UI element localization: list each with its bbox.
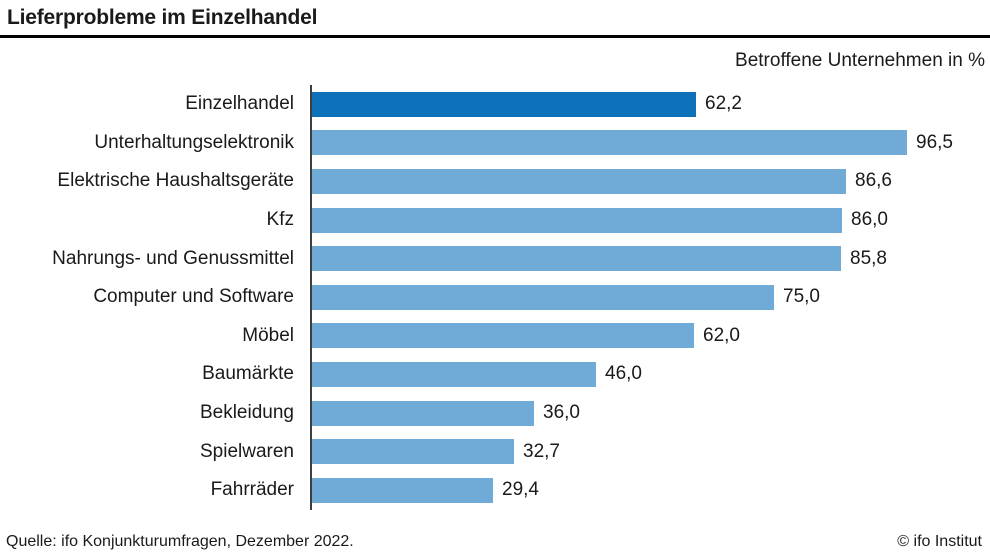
bar-area: 75,0 (310, 278, 990, 317)
bar-area: 32,7 (310, 432, 990, 471)
chart-row: Baumärkte 46,0 (0, 355, 990, 394)
bar (312, 91, 696, 117)
value-label: 86,6 (855, 170, 892, 192)
bar (312, 323, 694, 349)
bar (312, 439, 514, 465)
chart-row: Unterhaltungselektronik 96,5 (0, 124, 990, 163)
value-label: 96,5 (916, 131, 953, 153)
source-note: Quelle: ifo Konjunkturumfragen, Dezember… (6, 533, 354, 550)
category-label: Computer und Software (93, 286, 294, 308)
chart-row: Nahrungs- und Genussmittel 85,8 (0, 239, 990, 278)
bar (312, 130, 907, 156)
bar (312, 361, 596, 387)
value-label: 75,0 (783, 286, 820, 308)
chart-row: Spielwaren 32,7 (0, 432, 990, 471)
value-label: 62,2 (705, 93, 742, 115)
category-label: Baumärkte (202, 363, 294, 385)
category-label: Fahrräder (210, 479, 294, 501)
value-label: 29,4 (502, 479, 539, 501)
chart-row: Fahrräder 29,4 (0, 471, 990, 510)
copyright-note: © ifo Institut (897, 533, 982, 550)
category-label: Bekleidung (199, 402, 294, 424)
bar-area: 86,6 (310, 162, 990, 201)
value-label: 85,8 (850, 247, 887, 269)
bar (312, 168, 846, 194)
bar-chart: Einzelhandel 62,2 Unterhaltungselektronik 9… (0, 85, 990, 510)
value-label: 62,0 (703, 324, 740, 346)
category-label: Nahrungs- und Genussmittel (52, 247, 294, 269)
value-axis-label: Betroffene Unternehmen in % (735, 50, 985, 71)
bar (312, 477, 493, 503)
chart-rows: Einzelhandel 62,2 Unterhaltungselektronik 9… (0, 85, 990, 510)
bar-area: 62,0 (310, 317, 990, 356)
chart-row: Bekleidung 36,0 (0, 394, 990, 433)
value-label: 86,0 (851, 209, 888, 231)
bar (312, 207, 842, 233)
bar (312, 284, 774, 310)
chart-footer: Quelle: ifo Konjunkturumfragen, Dezember… (6, 533, 982, 551)
category-label: Unterhaltungselektronik (94, 131, 294, 153)
value-label: 46,0 (605, 363, 642, 385)
y-axis-line (310, 85, 312, 510)
bar-area: 46,0 (310, 355, 990, 394)
bar-area: 29,4 (310, 471, 990, 510)
category-label: Kfz (266, 209, 294, 231)
bar-area: 85,8 (310, 239, 990, 278)
value-label: 32,7 (523, 440, 560, 462)
page-title: Lieferprobleme im Einzelhandel (7, 6, 318, 29)
category-label: Spielwaren (200, 440, 294, 462)
category-label: Möbel (242, 324, 294, 346)
bar (312, 246, 841, 272)
chart-row: Computer und Software 75,0 (0, 278, 990, 317)
category-label: Elektrische Haushaltsgeräte (57, 170, 294, 192)
value-label: 36,0 (543, 402, 580, 424)
bar-area: 86,0 (310, 201, 990, 240)
bar (312, 400, 534, 426)
chart-header: Lieferprobleme im Einzelhandel (0, 0, 990, 38)
bar-area: 96,5 (310, 124, 990, 163)
bar-area: 62,2 (310, 85, 990, 124)
chart-row: Elektrische Haushaltsgeräte 86,6 (0, 162, 990, 201)
bar-area: 36,0 (310, 394, 990, 433)
chart-row: Kfz 86,0 (0, 201, 990, 240)
chart-row: Einzelhandel 62,2 (0, 85, 990, 124)
chart-row: Möbel 62,0 (0, 317, 990, 356)
category-label: Einzelhandel (185, 93, 294, 115)
